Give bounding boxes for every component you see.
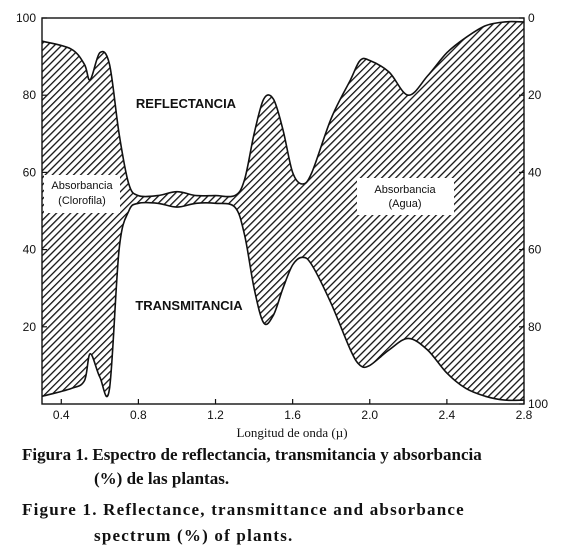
x-tick-label: 0.4 bbox=[53, 408, 70, 422]
x-tick-label: 2.0 bbox=[361, 408, 378, 422]
left-tick-label: 40 bbox=[23, 243, 37, 257]
left-tick-label: 20 bbox=[23, 320, 37, 334]
left-tick-label: 60 bbox=[23, 165, 37, 179]
right-tick-label: 40 bbox=[528, 165, 542, 179]
transmittance-label: TRANSMITANCIA bbox=[135, 298, 243, 313]
abs-chlorophyll-label-2: (Clorofila) bbox=[58, 195, 106, 207]
x-axis-title: Longitud de onda (µ) bbox=[236, 425, 347, 440]
plot-frame bbox=[41, 17, 525, 405]
caption-en-line-1: Figure 1. Reflectance, transmittance and… bbox=[22, 500, 465, 519]
abs-water-label-1: Absorbancia bbox=[374, 184, 436, 196]
right-tick-label: 0 bbox=[528, 11, 535, 25]
x-tick-label: 1.2 bbox=[207, 408, 224, 422]
right-tick-label: 80 bbox=[528, 320, 542, 334]
x-tick-label: 2.4 bbox=[439, 408, 456, 422]
abs-chlorophyll-box bbox=[44, 175, 120, 213]
right-tick-label: 60 bbox=[528, 243, 542, 257]
plot-area bbox=[41, 20, 525, 402]
right-tick-label: 20 bbox=[528, 88, 542, 102]
left-tick-label: 80 bbox=[23, 88, 37, 102]
abs-chlorophyll-label-1: Absorbancia bbox=[51, 180, 113, 192]
reflectance-line bbox=[41, 20, 525, 198]
x-tick-label: 2.8 bbox=[516, 408, 533, 422]
transmittance-line bbox=[41, 201, 525, 402]
spectrum-chart: 0.4 0.8 1.2 1.6 2.0 2.4 2.8 20 40 60 80 100 0 20 40 60 8… bbox=[16, 11, 548, 440]
caption-es-line-2: (%) de las plantas. bbox=[94, 469, 230, 488]
caption-spanish: Figura 1. Espectro de reflectancia, tran… bbox=[0, 443, 580, 491]
reflectance-label: REFLECTANCIA bbox=[136, 96, 237, 111]
left-tick-label: 100 bbox=[16, 11, 36, 25]
abs-water-box bbox=[357, 178, 454, 215]
absorbance-area bbox=[42, 21, 524, 401]
caption-es-line-1: Figura 1. Espectro de reflectancia, tran… bbox=[22, 445, 482, 464]
abs-water-label-2: (Agua) bbox=[388, 198, 421, 210]
annotations: Absorbancia (Clorofila) Absorbancia (Agu… bbox=[44, 96, 454, 440]
caption-english: Figure 1. Reflectance, transmittance and… bbox=[0, 497, 580, 549]
caption-en-line-2: spectrum (%) of plants. bbox=[94, 526, 294, 545]
x-tick-label: 0.8 bbox=[130, 408, 147, 422]
axes: 0.4 0.8 1.2 1.6 2.0 2.4 2.8 20 40 60 80 100 0 20 40 60 8… bbox=[16, 11, 548, 422]
x-tick-label: 1.6 bbox=[284, 408, 301, 422]
right-tick-label: 100 bbox=[528, 397, 548, 411]
